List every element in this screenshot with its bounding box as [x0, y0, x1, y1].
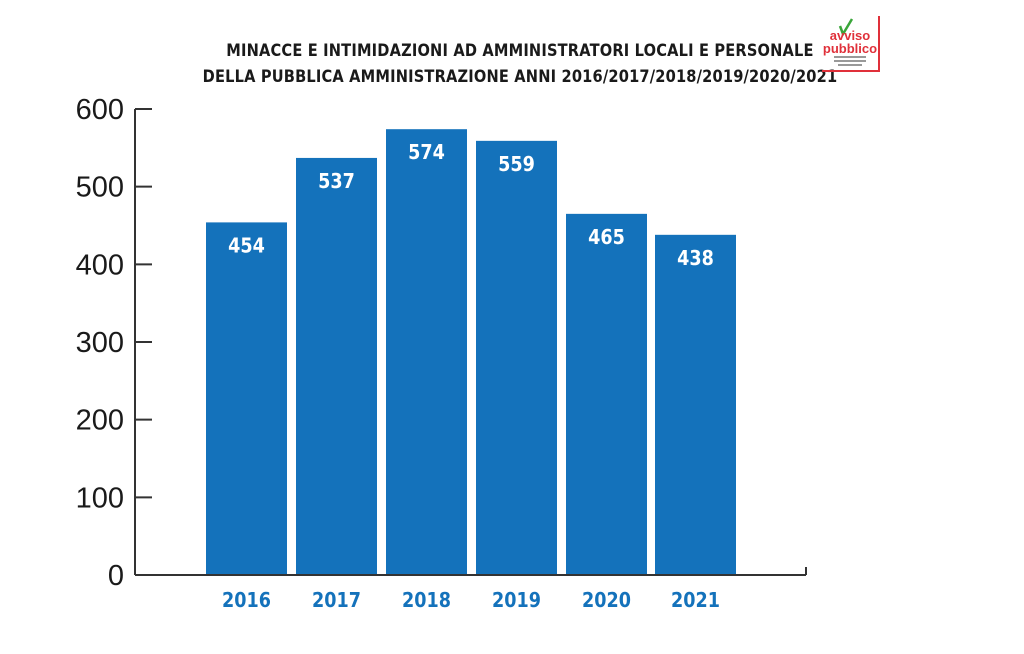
- x-tick-label-2020: 2020: [582, 590, 631, 612]
- bar-2020: [566, 213, 647, 575]
- bar-2017: [296, 157, 377, 575]
- data-label-2020: 465: [588, 227, 625, 249]
- data-label-2021: 438: [677, 248, 714, 270]
- svg-text:pubblico: pubblico: [823, 41, 877, 56]
- y-tick-label-600: 600: [76, 94, 124, 126]
- chart-title-line-2: DELLA PUBBLICA AMMINISTRAZIONE ANNI 2016…: [202, 67, 838, 87]
- x-tick-label-2021: 2021: [671, 590, 720, 612]
- y-tick-label-400: 400: [76, 249, 124, 281]
- bar-2021: [655, 234, 736, 575]
- x-tick-label-2019: 2019: [492, 590, 541, 612]
- svg-text:avviso: avviso: [830, 28, 871, 43]
- y-tick-label-300: 300: [76, 327, 124, 359]
- bar-2016: [206, 222, 287, 576]
- data-label-2017: 537: [318, 171, 355, 193]
- bar-2018: [386, 129, 467, 575]
- avviso-pubblico-logo: avviso pubblico: [822, 16, 880, 72]
- x-tick-label-2017: 2017: [312, 590, 361, 612]
- logo-graphic: avviso pubblico: [823, 18, 877, 66]
- data-label-2019: 559: [498, 154, 535, 176]
- chart-title-line-1: MINACCE E INTIMIDAZIONI AD AMMINISTRATOR…: [226, 41, 814, 61]
- y-tick-label-500: 500: [76, 172, 124, 204]
- data-label-2018: 574: [408, 142, 445, 164]
- y-tick-label-100: 100: [76, 482, 124, 514]
- y-tick-label-200: 200: [76, 405, 124, 437]
- bar-2019: [476, 140, 557, 576]
- data-label-2016: 454: [228, 235, 265, 257]
- x-tick-label-2016: 2016: [222, 590, 271, 612]
- x-tick-label-2018: 2018: [402, 590, 451, 612]
- y-tick-label-0: 0: [108, 560, 124, 592]
